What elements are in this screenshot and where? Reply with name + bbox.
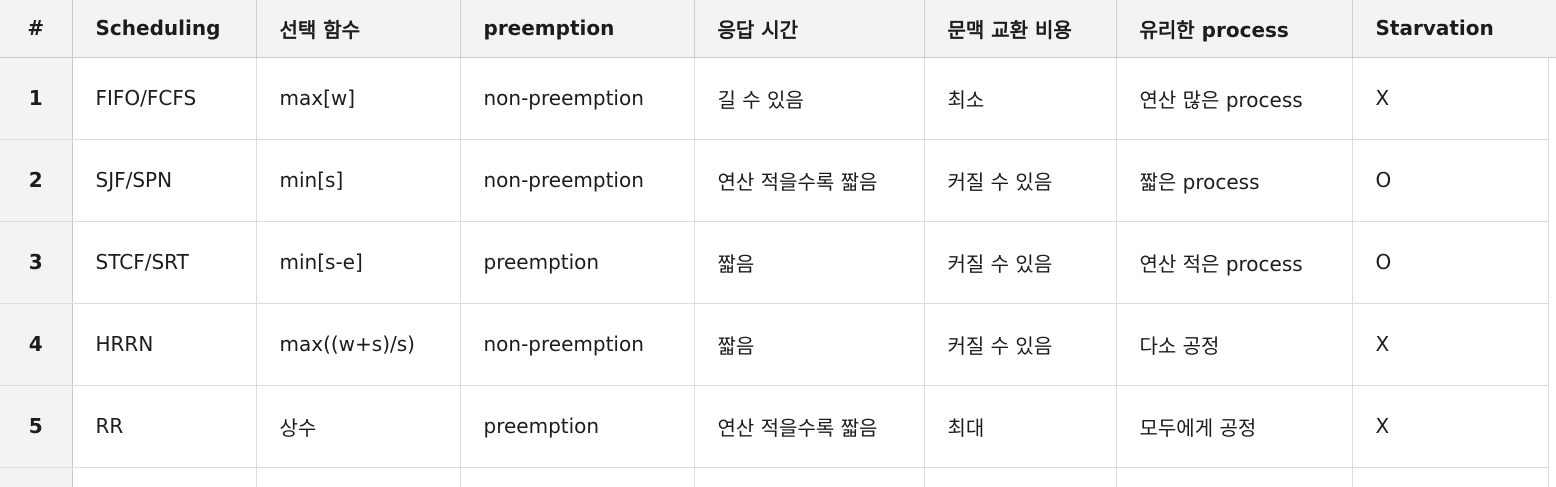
table-cell[interactable]: STCF/SRT — [72, 221, 257, 304]
table-cell[interactable]: O — [1352, 139, 1549, 222]
table-cell[interactable]: preemption — [460, 385, 695, 468]
table-cell[interactable]: 연산 적을수록 짧음 — [694, 139, 925, 222]
table-cell-empty[interactable] — [924, 467, 1117, 487]
row-index[interactable]: 5 — [0, 385, 73, 468]
row-index[interactable]: 4 — [0, 303, 73, 386]
table-cell[interactable]: 커질 수 있음 — [924, 221, 1117, 304]
table-cell[interactable]: X — [1352, 57, 1549, 140]
table-cell[interactable]: FIFO/FCFS — [72, 57, 257, 140]
header-scheduling[interactable]: Scheduling — [72, 0, 257, 58]
table-cell-empty[interactable] — [694, 467, 925, 487]
row-index[interactable]: 2 — [0, 139, 73, 222]
header-context-switch-cost[interactable]: 문맥 교환 비용 — [924, 0, 1117, 58]
table-cell[interactable]: 짧은 process — [1116, 139, 1353, 222]
table-cell[interactable]: non-preemption — [460, 303, 695, 386]
table-cell[interactable]: 짧음 — [694, 303, 925, 386]
header-selection-function[interactable]: 선택 함수 — [256, 0, 461, 58]
header-row: # Scheduling 선택 함수 preemption 응답 시간 문맥 교… — [0, 0, 1549, 58]
table-cell-empty[interactable] — [460, 467, 695, 487]
table-cell[interactable]: 연산 많은 process — [1116, 57, 1353, 140]
header-overflow-stub — [1548, 0, 1556, 58]
table-cell[interactable]: RR — [72, 385, 257, 468]
table-cell[interactable]: 최소 — [924, 57, 1117, 140]
row-index[interactable]: 3 — [0, 221, 73, 304]
table-cell[interactable]: max((w+s)/s) — [256, 303, 461, 386]
table-cell[interactable]: 연산 적을수록 짧음 — [694, 385, 925, 468]
table-cell[interactable]: 연산 적은 process — [1116, 221, 1353, 304]
table-cell-empty[interactable] — [256, 467, 461, 487]
table-cell[interactable]: O — [1352, 221, 1549, 304]
table-row: 5 RR 상수 preemption 연산 적을수록 짧음 최대 모두에게 공정… — [0, 385, 1549, 468]
table-row: 1 FIFO/FCFS max[w] non-preemption 길 수 있음… — [0, 57, 1549, 140]
table-cell[interactable]: 최대 — [924, 385, 1117, 468]
table-cell[interactable]: min[s-e] — [256, 221, 461, 304]
header-favored-process[interactable]: 유리한 process — [1116, 0, 1353, 58]
table-cell[interactable]: preemption — [460, 221, 695, 304]
header-response-time[interactable]: 응답 시간 — [694, 0, 925, 58]
table-cell[interactable]: non-preemption — [460, 139, 695, 222]
table-cell[interactable]: 커질 수 있음 — [924, 139, 1117, 222]
table-cell[interactable]: 상수 — [256, 385, 461, 468]
table-row: 4 HRRN max((w+s)/s) non-preemption 짧음 커질… — [0, 303, 1549, 386]
table-cell-empty[interactable] — [1116, 467, 1353, 487]
header-starvation[interactable]: Starvation — [1352, 0, 1549, 58]
table-cell[interactable]: 다소 공정 — [1116, 303, 1353, 386]
table-cell[interactable]: SJF/SPN — [72, 139, 257, 222]
header-preemption[interactable]: preemption — [460, 0, 695, 58]
table-cell[interactable]: 커질 수 있음 — [924, 303, 1117, 386]
table-cell[interactable]: HRRN — [72, 303, 257, 386]
header-index[interactable]: # — [0, 0, 73, 58]
table-cell[interactable]: X — [1352, 385, 1549, 468]
table-row-empty — [0, 467, 1549, 487]
table-cell[interactable]: 모두에게 공정 — [1116, 385, 1353, 468]
row-index[interactable]: 1 — [0, 57, 73, 140]
table-cell[interactable]: non-preemption — [460, 57, 695, 140]
table-cell[interactable]: 짧음 — [694, 221, 925, 304]
table-row: 2 SJF/SPN min[s] non-preemption 연산 적을수록 … — [0, 139, 1549, 222]
table-cell-empty[interactable] — [1352, 467, 1549, 487]
table-row: 3 STCF/SRT min[s-e] preemption 짧음 커질 수 있… — [0, 221, 1549, 304]
table-cell-empty[interactable] — [72, 467, 257, 487]
table-cell[interactable]: 길 수 있음 — [694, 57, 925, 140]
table-cell[interactable]: X — [1352, 303, 1549, 386]
row-index-empty[interactable] — [0, 467, 73, 487]
table-cell[interactable]: max[w] — [256, 57, 461, 140]
table-cell[interactable]: min[s] — [256, 139, 461, 222]
